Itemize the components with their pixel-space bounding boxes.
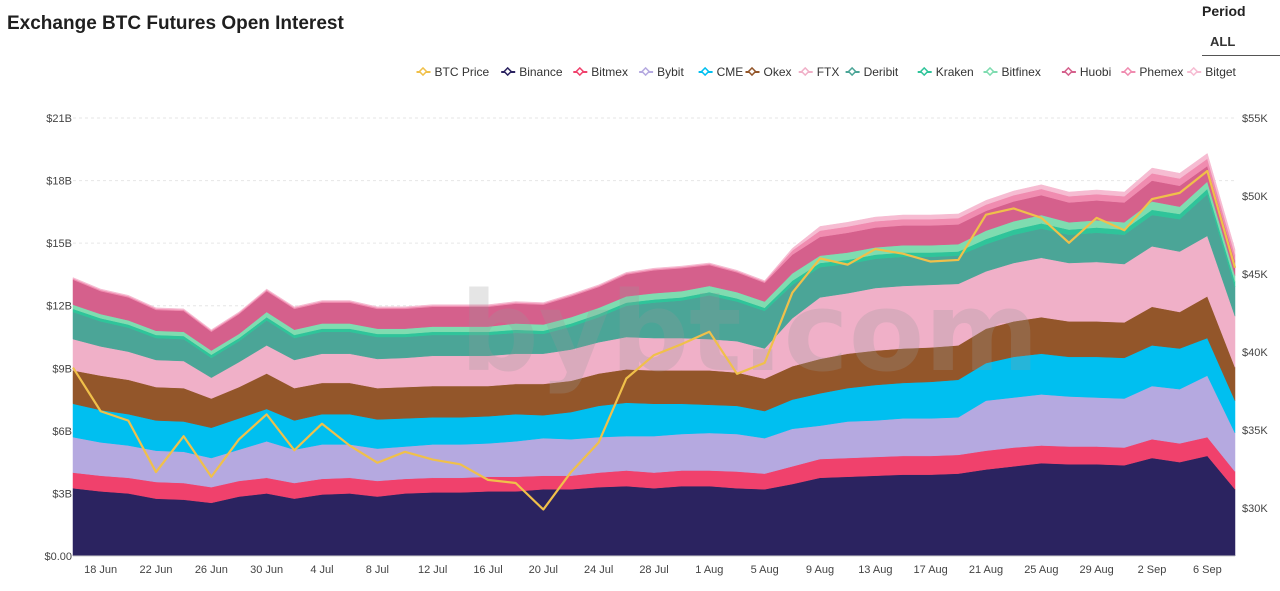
y-tick-label: $15B xyxy=(46,238,72,250)
y2-tick-label: $40K xyxy=(1242,347,1268,359)
legend-label: Bitmex xyxy=(591,65,628,79)
y-tick-label: $9B xyxy=(52,363,72,375)
legend-item-huobi[interactable]: Huobi xyxy=(1061,65,1111,79)
legend-item-bitfinex[interactable]: Bitfinex xyxy=(983,65,1041,79)
legend-label: FTX xyxy=(817,65,840,79)
x-tick-label: 17 Aug xyxy=(914,564,948,576)
y-tick-label: $12B xyxy=(46,301,72,313)
legend-label: Okex xyxy=(764,65,792,79)
y-tick-label: $0.00 xyxy=(44,551,72,563)
legend-item-bybit[interactable]: Bybit xyxy=(639,65,684,79)
x-tick-label: 18 Jun xyxy=(84,564,117,576)
chart-title: Exchange BTC Futures Open Interest xyxy=(7,13,344,34)
legend-item-kraken[interactable]: Kraken xyxy=(917,65,974,79)
period-dropdown[interactable]: ALL ▼ xyxy=(1202,27,1280,56)
x-tick-label: 16 Jul xyxy=(473,564,502,576)
legend-diamond-icon xyxy=(1063,66,1073,77)
legend-item-phemex[interactable]: Phemex xyxy=(1121,65,1183,79)
legend-label: BTC Price xyxy=(435,65,490,79)
area-bitget[interactable] xyxy=(72,153,1236,331)
x-tick-label: 25 Aug xyxy=(1024,564,1058,576)
x-tick-label: 2 Sep xyxy=(1138,564,1167,576)
x-tick-label: 13 Aug xyxy=(858,564,892,576)
legend-item-btc-price[interactable]: BTC Price xyxy=(416,65,490,79)
x-tick-label: 6 Sep xyxy=(1193,564,1222,576)
x-tick-label: 12 Jul xyxy=(418,564,447,576)
x-tick-label: 28 Jul xyxy=(639,564,668,576)
y2-tick-label: $55K xyxy=(1242,113,1268,125)
x-tick-label: 22 Jun xyxy=(139,564,172,576)
legend-diamond-icon xyxy=(800,66,810,77)
watermark: bybt.com xyxy=(460,268,1039,396)
legend-label: Binance xyxy=(519,65,563,79)
x-tick-label: 5 Aug xyxy=(751,564,779,576)
legend-item-okex[interactable]: Okex xyxy=(745,65,792,79)
legend-item-deribit[interactable]: Deribit xyxy=(845,65,899,79)
x-tick-label: 29 Aug xyxy=(1080,564,1114,576)
legend-item-cme[interactable]: CME xyxy=(698,65,744,79)
legend-label: Deribit xyxy=(864,65,899,79)
period-selector[interactable]: Period ALL ▼ xyxy=(1202,3,1280,56)
legend-label: Bitfinex xyxy=(1002,65,1041,79)
legend-label: Bitget xyxy=(1205,65,1236,79)
y-tick-label: $3B xyxy=(52,488,72,500)
x-tick-label: 1 Aug xyxy=(695,564,723,576)
legend-label: Kraken xyxy=(936,65,974,79)
legend-diamond-icon xyxy=(503,66,513,77)
legend-diamond-icon xyxy=(747,66,757,77)
y-tick-label: $18B xyxy=(46,176,72,188)
legend-item-bitget[interactable]: Bitget xyxy=(1187,65,1237,79)
line-btc-price[interactable] xyxy=(72,169,1237,511)
y2-tick-label: $30K xyxy=(1242,503,1268,515)
legend-diamond-icon xyxy=(700,66,710,77)
x-tick-label: 4 Jul xyxy=(310,564,333,576)
x-tick-label: 9 Aug xyxy=(806,564,834,576)
x-tick-label: 24 Jul xyxy=(584,564,613,576)
legend-item-bitmex[interactable]: Bitmex xyxy=(573,65,628,79)
y2-tick-label: $50K xyxy=(1242,191,1268,203)
x-tick-label: 30 Jun xyxy=(250,564,283,576)
legend-item-binance[interactable]: Binance xyxy=(501,65,563,79)
x-tick-label: 26 Jun xyxy=(195,564,228,576)
legend-diamond-icon xyxy=(847,66,857,77)
legend-diamond-icon xyxy=(1123,66,1133,77)
legend-diamond-icon xyxy=(919,66,929,77)
y-tick-label: $6B xyxy=(52,426,72,438)
legend-diamond-icon xyxy=(418,66,428,77)
legend-label: Bybit xyxy=(657,65,684,79)
period-label: Period xyxy=(1202,3,1246,19)
legend-diamond-icon xyxy=(1189,66,1199,77)
legend-diamond-icon xyxy=(985,66,995,77)
x-tick-label: 20 Jul xyxy=(529,564,558,576)
legend-item-ftx[interactable]: FTX xyxy=(798,65,840,79)
x-tick-label: 21 Aug xyxy=(969,564,1003,576)
legend-diamond-icon xyxy=(641,66,651,77)
legend-diamond-icon xyxy=(575,66,585,77)
x-tick-label: 8 Jul xyxy=(366,564,389,576)
y2-tick-label: $45K xyxy=(1242,269,1268,281)
period-value: ALL xyxy=(1210,33,1236,49)
y-tick-label: $21B xyxy=(46,113,72,125)
legend-label: Huobi xyxy=(1080,65,1111,79)
y2-tick-label: $35K xyxy=(1242,425,1268,437)
legend-label: CME xyxy=(717,65,744,79)
legend-label: Phemex xyxy=(1139,65,1183,79)
